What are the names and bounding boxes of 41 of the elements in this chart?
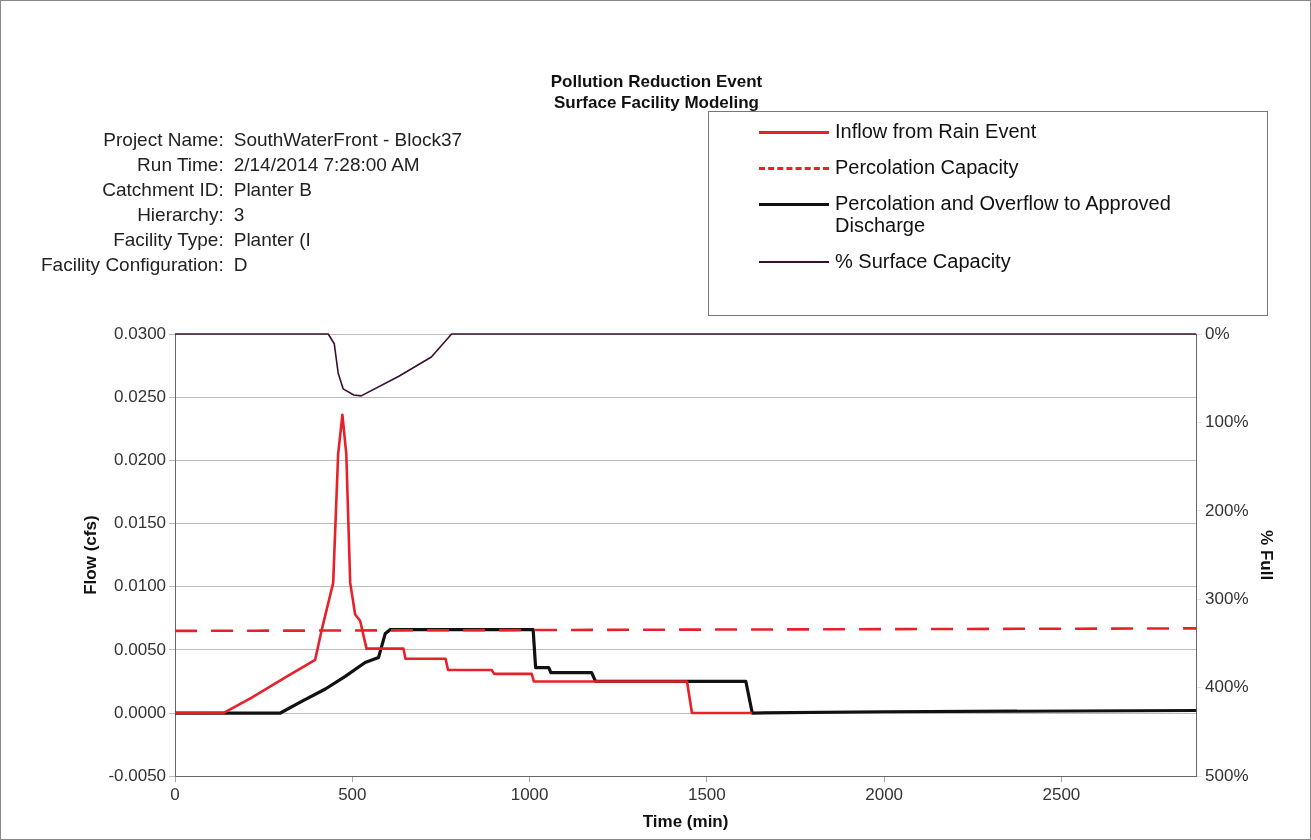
legend-label: Percolation Capacity <box>835 156 1020 178</box>
text: D <box>233 253 249 277</box>
y-axis-title: Flow (cfs) <box>80 515 100 595</box>
text: 2/14/2014 7:28:00 AM <box>233 153 421 177</box>
y2-tick-label: 200% <box>1205 500 1249 520</box>
chart-subtitle: Surface Facility Modeling <box>553 92 760 113</box>
y2-tick-label: 500% <box>1205 765 1249 785</box>
y-tick-label: 0.0200 <box>114 450 167 470</box>
text: Hierarchy: <box>136 203 224 227</box>
text: Planter (I <box>233 228 312 252</box>
text: Planter B <box>233 178 313 202</box>
x-tick-label: 0 <box>170 785 180 805</box>
text: 3 <box>233 203 246 227</box>
y2-tick-label: 400% <box>1205 677 1249 697</box>
chart-title: Pollution Reduction Event <box>549 71 764 92</box>
text: Facility Configuration: <box>41 253 224 277</box>
y-tick-label: 0.0000 <box>114 702 167 722</box>
legend-label: Inflow from Rain Event <box>835 120 1038 142</box>
text: Run Time: <box>136 153 224 177</box>
x-tick-label: 500 <box>338 785 367 805</box>
y2-tick-label: 100% <box>1205 412 1249 432</box>
text: Project Name: <box>102 128 224 152</box>
y-tick-label: 0.0250 <box>114 386 167 406</box>
text: Facility Type: <box>112 228 224 252</box>
text: SouthWaterFront - Block37 <box>233 128 463 152</box>
y2-axis-title: % Full <box>1257 530 1277 581</box>
y2-tick-label: 0% <box>1205 323 1230 343</box>
x-tick-label: 1000 <box>510 785 549 805</box>
x-tick-label: 2000 <box>865 785 904 805</box>
y-tick-label: 0.0300 <box>114 323 167 343</box>
y2-tick-label: 300% <box>1205 589 1249 609</box>
text: Catchment ID: <box>101 178 224 202</box>
legend-label: Percolation and Overflow to Approved Discharge <box>835 192 1172 236</box>
y-tick-label: 0.0100 <box>114 576 167 596</box>
x-tick-label: 1500 <box>687 785 726 805</box>
y-tick-label: 0.0050 <box>114 639 167 659</box>
x-tick-label: 2500 <box>1042 785 1081 805</box>
y-tick-label: 0.0150 <box>114 513 167 533</box>
x-axis-title: Time (min) <box>642 812 729 832</box>
y-tick-label: -0.0050 <box>108 765 167 785</box>
legend-label: % Surface Capacity <box>835 250 1012 272</box>
